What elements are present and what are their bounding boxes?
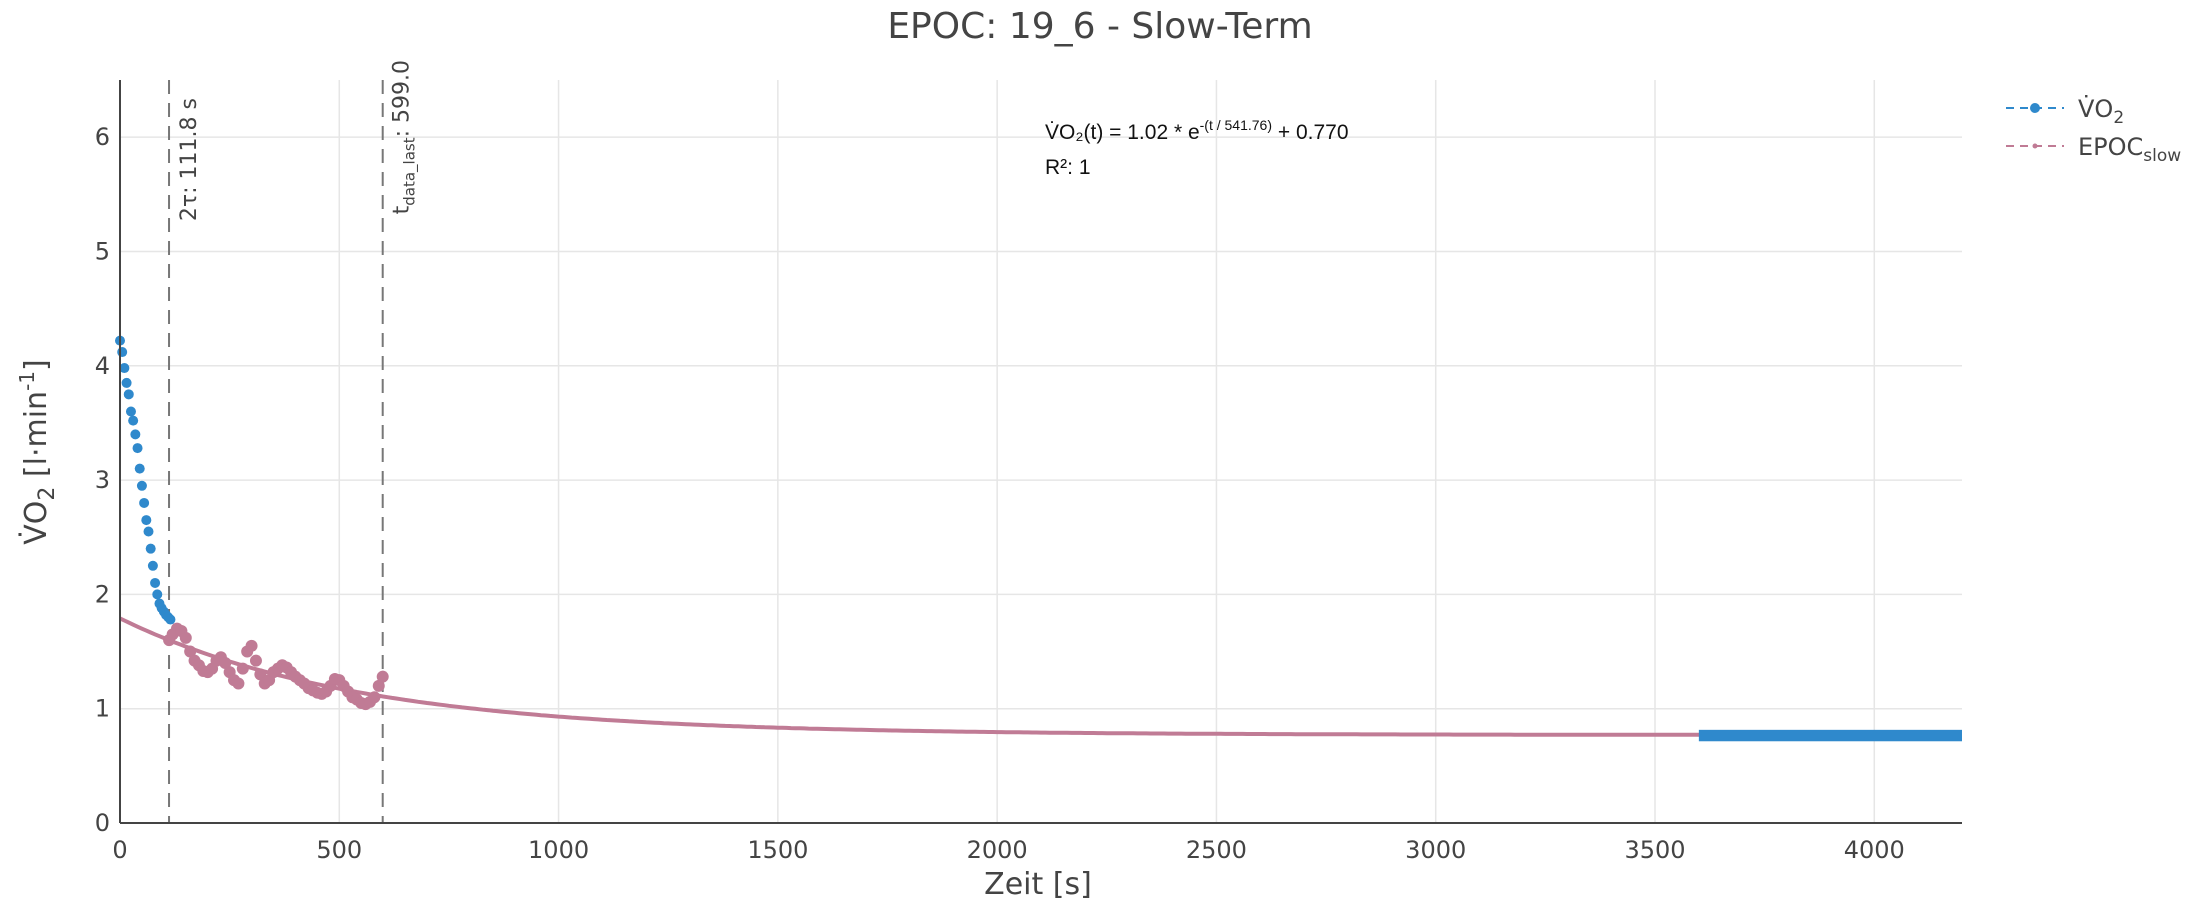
x-tick-label: 1000 [528,836,589,864]
epoc-point [376,670,389,683]
vo2-point [147,560,158,571]
fit-equation: V̇O₂(t) = 1.02 * e-(t / 541.76) + 0.770 [1045,117,1349,144]
epoc-series [163,622,389,711]
legend-item-vo2[interactable]: V̇O2 [2006,95,2124,128]
x-tick-label: 500 [316,836,362,864]
y-axis-title-sup: -1 [15,371,39,391]
vo2-point [136,480,147,491]
tdata-label-value: : 599.0 [390,60,415,137]
chart-title: EPOC: 19_6 - Slow-Term [887,6,1312,47]
epoc-point [232,677,245,690]
vo2-point [150,577,161,588]
y-axis-title-sub: 2 [35,487,60,501]
vo2-point [125,406,136,417]
y-tick-label: 3 [95,466,110,494]
epoc-point [179,631,192,644]
legend-epoc-main: EPOC [2078,133,2143,161]
y-axis-title-main: V̇O [19,501,54,545]
y-tick-label: 0 [95,809,110,837]
vo2-point [121,377,132,388]
fit-curve [119,616,1962,737]
vo2-point [117,347,128,358]
vo2-point [128,415,139,426]
vo2-point [130,429,141,440]
vo2-point [152,589,163,600]
x-tick-label: 3000 [1405,836,1466,864]
y-axis-title: V̇O2 [l·min-1] [15,359,60,545]
x-tick-label: 4000 [1844,836,1905,864]
tau-marker-label: 2τ: 111.8 s [177,98,202,221]
fit-equation-main: V̇O₂(t) = 1.02 * e [1045,121,1200,144]
x-axis-title: Zeit [s] [984,867,1092,900]
y-tick-label: 1 [95,695,110,723]
epoc-point [368,691,381,704]
y-tick-label: 6 [95,123,110,151]
grid [120,80,1962,823]
vo2-point [119,363,130,374]
legend-epoc-sub: slow [2143,146,2181,166]
fit-curve-path [119,616,1962,737]
legend-vo2-main: V̇O [2078,95,2113,123]
epoc-point [372,679,385,692]
y-tick-label: 4 [95,352,110,380]
x-tick-label: 2500 [1186,836,1247,864]
y-tick-label: 5 [95,237,110,265]
tdata-label-main: t [390,205,415,214]
fit-equation-offset: + 0.770 [1272,121,1348,144]
r-squared: R²: 1 [1045,156,1091,179]
legend-vo2-label: V̇O2 [2078,95,2124,128]
vo2-tail-band [1698,729,1962,742]
fit-equation-exponent: -(t / 541.76) [1200,117,1272,133]
legend[interactable]: V̇O2 EPOCslow [2006,95,2181,166]
legend-item-epoc[interactable]: EPOCslow [2006,133,2181,166]
vertical-markers [168,80,384,823]
y-ticks: 0 1 2 3 4 5 6 [95,123,110,837]
epoc-point [254,668,267,681]
x-tick-label: 0 [112,836,127,864]
y-axis-title-close: ] [19,359,54,371]
x-tick-label: 3500 [1624,836,1685,864]
y-axis-title-unit: [l·min [19,391,54,487]
legend-epoc-marker [2032,143,2038,149]
vo2-point [141,515,152,526]
vo2-point [145,543,156,554]
vo2-point [165,614,176,625]
vo2-point [139,497,150,508]
legend-vo2-sub: 2 [2113,108,2124,128]
tdata-marker-label: tdata_last: 599.0 [390,60,420,214]
vo2-point [123,389,134,400]
vo2-series [115,335,1962,742]
legend-epoc-label: EPOCslow [2078,133,2181,166]
epoc-point [236,662,249,675]
epoc-point [219,656,232,669]
vo2-point [134,463,145,474]
epoc-point [245,639,258,652]
legend-vo2-marker [2030,103,2040,113]
epoc-point [249,654,262,667]
vo2-point [143,526,154,537]
tdata-label-sub: data_last [401,137,420,205]
x-tick-label: 2000 [967,836,1028,864]
x-tick-label: 1500 [747,836,808,864]
epoc-point [184,645,197,658]
y-tick-label: 2 [95,580,110,608]
x-ticks: 0 500 1000 1500 2000 2500 3000 3500 4000 [112,836,1904,864]
vo2-point [132,443,143,454]
